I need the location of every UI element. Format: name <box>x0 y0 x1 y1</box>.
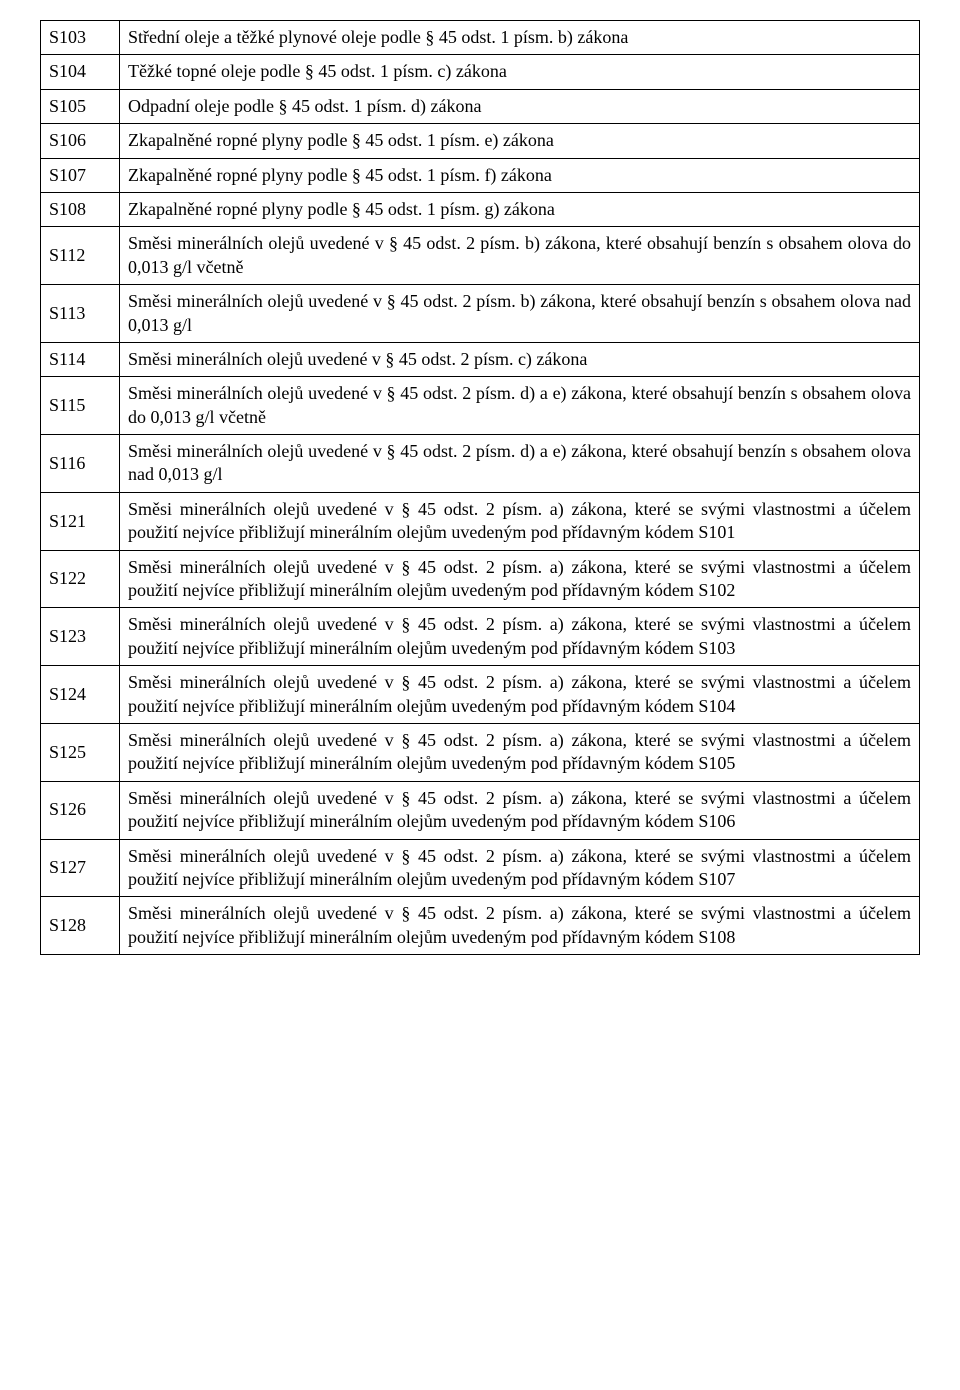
description-cell: Směsi minerálních olejů uvedené v § 45 o… <box>120 839 920 897</box>
description-cell: Směsi minerálních olejů uvedené v § 45 o… <box>120 342 920 376</box>
description-cell: Zkapalněné ropné plyny podle § 45 odst. … <box>120 192 920 226</box>
description-cell: Zkapalněné ropné plyny podle § 45 odst. … <box>120 124 920 158</box>
code-cell: S115 <box>41 377 120 435</box>
description-cell: Směsi minerálních olejů uvedené v § 45 o… <box>120 897 920 955</box>
description-cell: Směsi minerálních olejů uvedené v § 45 o… <box>120 492 920 550</box>
table-row: S103Střední oleje a těžké plynové oleje … <box>41 21 920 55</box>
table-row: S124Směsi minerálních olejů uvedené v § … <box>41 666 920 724</box>
table-row: S108Zkapalněné ropné plyny podle § 45 od… <box>41 192 920 226</box>
table-row: S107Zkapalněné ropné plyny podle § 45 od… <box>41 158 920 192</box>
description-cell: Směsi minerálních olejů uvedené v § 45 o… <box>120 285 920 343</box>
description-cell: Zkapalněné ropné plyny podle § 45 odst. … <box>120 158 920 192</box>
code-cell: S107 <box>41 158 120 192</box>
table-row: S127Směsi minerálních olejů uvedené v § … <box>41 839 920 897</box>
codes-table: S103Střední oleje a těžké plynové oleje … <box>40 20 920 955</box>
description-cell: Směsi minerálních olejů uvedené v § 45 o… <box>120 377 920 435</box>
code-cell: S128 <box>41 897 120 955</box>
code-cell: S122 <box>41 550 120 608</box>
code-cell: S114 <box>41 342 120 376</box>
code-cell: S116 <box>41 435 120 493</box>
code-cell: S121 <box>41 492 120 550</box>
table-row: S125Směsi minerálních olejů uvedené v § … <box>41 723 920 781</box>
description-cell: Těžké topné oleje podle § 45 odst. 1 pís… <box>120 55 920 89</box>
table-row: S128Směsi minerálních olejů uvedené v § … <box>41 897 920 955</box>
description-cell: Směsi minerálních olejů uvedené v § 45 o… <box>120 227 920 285</box>
description-cell: Směsi minerálních olejů uvedené v § 45 o… <box>120 550 920 608</box>
description-cell: Odpadní oleje podle § 45 odst. 1 písm. d… <box>120 89 920 123</box>
code-cell: S123 <box>41 608 120 666</box>
description-cell: Směsi minerálních olejů uvedené v § 45 o… <box>120 435 920 493</box>
table-row: S104Těžké topné oleje podle § 45 odst. 1… <box>41 55 920 89</box>
description-cell: Směsi minerálních olejů uvedené v § 45 o… <box>120 666 920 724</box>
table-row: S126Směsi minerálních olejů uvedené v § … <box>41 781 920 839</box>
table-row: S112Směsi minerálních olejů uvedené v § … <box>41 227 920 285</box>
code-cell: S113 <box>41 285 120 343</box>
code-cell: S106 <box>41 124 120 158</box>
code-cell: S124 <box>41 666 120 724</box>
code-cell: S105 <box>41 89 120 123</box>
table-row: S116Směsi minerálních olejů uvedené v § … <box>41 435 920 493</box>
table-row: S106Zkapalněné ropné plyny podle § 45 od… <box>41 124 920 158</box>
description-cell: Směsi minerálních olejů uvedené v § 45 o… <box>120 608 920 666</box>
description-cell: Směsi minerálních olejů uvedené v § 45 o… <box>120 723 920 781</box>
table-row: S123Směsi minerálních olejů uvedené v § … <box>41 608 920 666</box>
table-row: S113Směsi minerálních olejů uvedené v § … <box>41 285 920 343</box>
code-cell: S104 <box>41 55 120 89</box>
code-cell: S108 <box>41 192 120 226</box>
description-cell: Směsi minerálních olejů uvedené v § 45 o… <box>120 781 920 839</box>
code-cell: S127 <box>41 839 120 897</box>
code-cell: S103 <box>41 21 120 55</box>
table-row: S105Odpadní oleje podle § 45 odst. 1 pís… <box>41 89 920 123</box>
table-row: S122Směsi minerálních olejů uvedené v § … <box>41 550 920 608</box>
codes-table-body: S103Střední oleje a těžké plynové oleje … <box>41 21 920 955</box>
code-cell: S125 <box>41 723 120 781</box>
code-cell: S112 <box>41 227 120 285</box>
table-row: S121Směsi minerálních olejů uvedené v § … <box>41 492 920 550</box>
table-row: S115Směsi minerálních olejů uvedené v § … <box>41 377 920 435</box>
code-cell: S126 <box>41 781 120 839</box>
table-row: S114Směsi minerálních olejů uvedené v § … <box>41 342 920 376</box>
description-cell: Střední oleje a těžké plynové oleje podl… <box>120 21 920 55</box>
